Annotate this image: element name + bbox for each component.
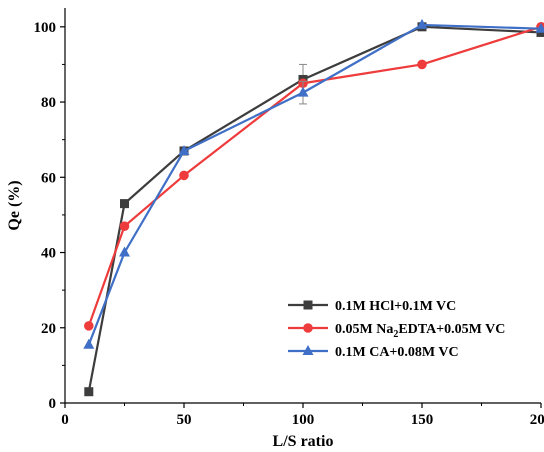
series-1 [84, 22, 544, 397]
y-tick-label: 60 [41, 170, 56, 186]
legend-label-part: 0.1M HCl+0.1M VC [335, 299, 456, 314]
y-tick-label: 20 [41, 321, 56, 337]
legend-label-part: EDTA+0.05M VC [398, 322, 505, 337]
y-axis-ticks: 0 20 40 60 80 100 [34, 20, 65, 412]
y-tick-label: 40 [41, 246, 56, 262]
x-tick-label: 50 [177, 412, 192, 428]
series-line [87, 23, 542, 346]
legend-entry-1: 0.1M HCl+0.1M VC [288, 299, 456, 314]
legend-marker [303, 300, 313, 310]
data-point [417, 59, 427, 70]
y-axis-title: Qe (%) [6, 180, 23, 230]
series-line [87, 25, 542, 327]
legend-label: 0.05M Na2EDTA+0.05M VC [335, 322, 505, 340]
data-point [179, 170, 189, 181]
x-tick-label: 200 [530, 412, 544, 428]
data-point [84, 321, 94, 331]
data-point [119, 221, 130, 231]
legend-label-subscript: 2 [393, 329, 398, 340]
legend-label-part: 0.1M CA+0.08M VC [335, 345, 459, 360]
legend: 0.1M HCl+0.1M VC0.05M Na2EDTA+0.05M VC0.… [288, 299, 505, 360]
y-tick-label: 0 [49, 396, 57, 412]
data-point [178, 144, 190, 155]
legend-label: 0.1M HCl+0.1M VC [335, 299, 456, 314]
data-point [84, 387, 94, 397]
legend-marker [303, 323, 313, 333]
y-tick-label: 100 [34, 20, 57, 36]
series-2 [84, 22, 544, 331]
x-tick-label: 100 [292, 412, 315, 428]
x-axis-ticks: 0 50 100 150 200 [61, 403, 544, 428]
legend-entry-2: 0.05M Na2EDTA+0.05M VC [288, 322, 505, 340]
plot-area [83, 18, 544, 397]
data-point [119, 246, 130, 257]
data-point [83, 338, 95, 349]
legend-entry-3: 0.1M CA+0.08M VC [288, 345, 459, 360]
x-tick-label: 0 [61, 412, 69, 428]
x-axis-title: L/S ratio [273, 433, 334, 450]
data-point [535, 22, 544, 33]
legend-marker [302, 345, 314, 355]
y-tick-label: 80 [41, 95, 56, 111]
series-line [87, 25, 542, 392]
data-point [416, 18, 428, 29]
legend-label: 0.1M CA+0.08M VC [335, 345, 459, 360]
data-point [120, 199, 129, 209]
data-point [297, 86, 309, 97]
legend-label-part: 0.05M Na [335, 322, 393, 337]
x-tick-label: 150 [411, 412, 434, 428]
series-3 [83, 18, 544, 349]
